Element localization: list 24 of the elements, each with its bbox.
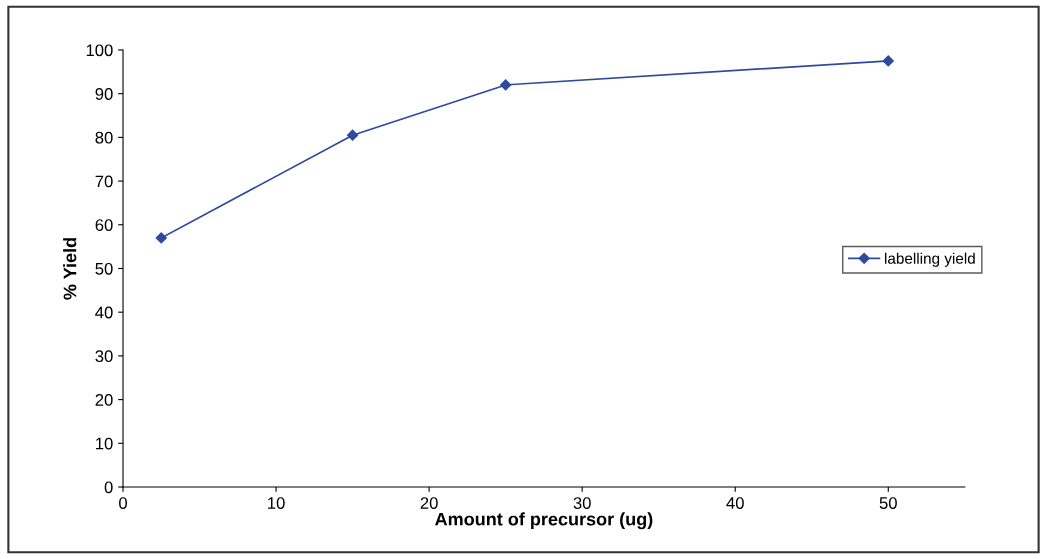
point bbox=[500, 79, 512, 91]
point bbox=[155, 232, 167, 244]
y-tick-label: 20 bbox=[95, 394, 113, 406]
x-tick-label: 40 bbox=[726, 497, 744, 509]
y-tick-label: 0 bbox=[104, 481, 113, 494]
x-tick-label: 10 bbox=[268, 497, 285, 509]
y-tick-label: 70 bbox=[95, 175, 113, 188]
y-axis-title: % Yield bbox=[63, 238, 77, 300]
x-tick-label: 30 bbox=[573, 497, 591, 509]
y-tick-label: 80 bbox=[95, 131, 113, 144]
x-axis-title: Amount of precursor (ug) bbox=[435, 512, 653, 530]
x-tick-label: 20 bbox=[420, 497, 438, 509]
point bbox=[346, 129, 359, 141]
legend-label: labelling yield bbox=[885, 252, 975, 267]
y-tick-label: 90 bbox=[95, 88, 113, 100]
y-tick-label: 60 bbox=[95, 219, 113, 231]
x-tick-label: 50 bbox=[879, 497, 897, 509]
point bbox=[882, 55, 894, 67]
y-tick-label: 50 bbox=[95, 262, 113, 275]
y-tick-label: 10 bbox=[96, 437, 113, 450]
x-tick-label: 0 bbox=[119, 497, 128, 509]
y-tick-label: 100 bbox=[86, 44, 113, 57]
y-tick-label: 30 bbox=[95, 350, 113, 363]
y-tick-label: 40 bbox=[95, 306, 113, 319]
